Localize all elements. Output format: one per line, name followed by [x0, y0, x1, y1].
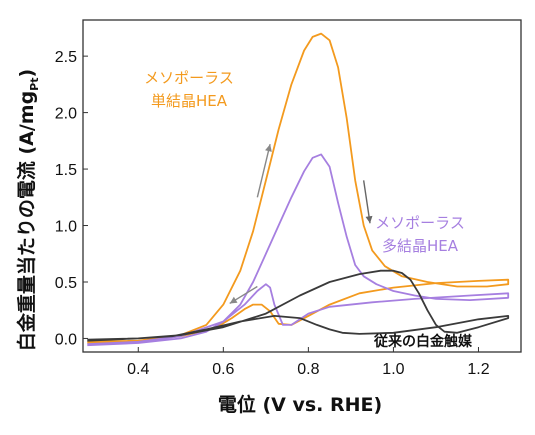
- x-tick-label: 0.4: [127, 361, 149, 378]
- direction-arrow-2: [229, 285, 258, 305]
- y-axis-title-subscript: Pt: [28, 78, 41, 91]
- legend-conventional-pt: 従来の白金触媒: [373, 333, 473, 350]
- x-tick-label: 0.8: [297, 361, 319, 378]
- y-tick-label: 0.5: [55, 275, 77, 292]
- legend-polycrystal-line1: メソポーラス: [375, 214, 465, 232]
- y-tick-label: 2.0: [55, 106, 77, 123]
- series-line-0: [87, 32, 510, 344]
- series-line-2: [87, 269, 510, 342]
- y-tick-label: 2.5: [55, 49, 77, 66]
- direction-arrow-0: [256, 144, 272, 198]
- y-axis-title-close: ): [16, 69, 38, 78]
- x-tick-label: 1.0: [382, 361, 404, 378]
- direction-arrow-1: [362, 180, 373, 224]
- y-tick-label: 1.0: [55, 219, 77, 236]
- plot-frame: [82, 19, 522, 353]
- x-tick-label: 1.2: [467, 361, 489, 378]
- y-ticks: 0.0 0.5 1.0 1.5 2.0 2.5: [55, 49, 88, 348]
- legend-single-crystal-line1: メソポーラス: [144, 69, 234, 87]
- direction-arrows: [229, 144, 373, 305]
- y-tick-label: 1.5: [55, 162, 77, 179]
- series-line-1: [87, 153, 510, 347]
- legend-polycrystal-line2: 多結晶HEA: [382, 237, 459, 255]
- legend-single-crystal-line2: 単結晶HEA: [151, 92, 228, 110]
- y-axis-title: 白金重量当たりの電流 (A/mgPt): [15, 69, 41, 351]
- x-axis-title: 電位 (V vs. RHE): [218, 393, 382, 416]
- y-tick-label: 0.0: [55, 331, 77, 348]
- series-layer: [87, 32, 510, 347]
- x-ticks: 0.4 0.6 0.8 1.0 1.2: [127, 347, 490, 378]
- x-tick-label: 0.6: [212, 361, 234, 378]
